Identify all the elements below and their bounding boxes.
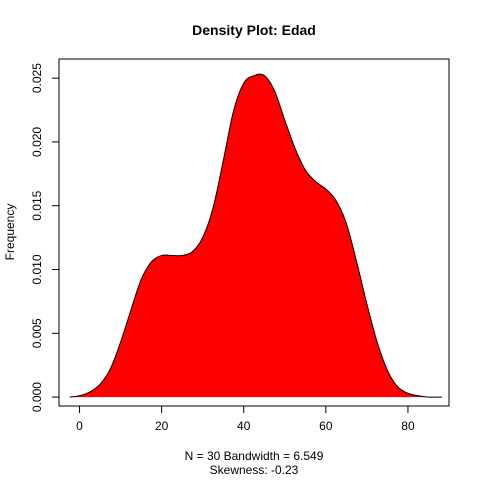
y-tick-label: 0.020 [30,127,44,157]
density-curve [69,73,443,398]
subtitle-line-2: Skewness: -0.23 [210,463,299,477]
x-axis: 0 20 40 60 80 [76,405,415,433]
y-tick-label: 0.010 [30,254,44,284]
subtitle-line-1: N = 30 Bandwidth = 6.549 [185,449,324,463]
x-tick-label: 80 [401,419,415,433]
x-tick-label: 0 [76,419,83,433]
y-axis: 0.000 0.005 0.010 0.015 0.020 0.025 [30,63,60,412]
y-tick-label: 0.000 [30,382,44,412]
x-tick-label: 20 [155,419,169,433]
y-tick-label: 0.015 [30,190,44,220]
chart-title: Density Plot: Edad [192,22,316,38]
y-axis-label: Frequency [3,204,17,261]
density-area [69,74,443,398]
y-tick-label: 0.005 [30,318,44,348]
x-tick-label: 40 [237,419,251,433]
y-tick-label: 0.025 [30,63,44,93]
x-tick-label: 60 [319,419,333,433]
